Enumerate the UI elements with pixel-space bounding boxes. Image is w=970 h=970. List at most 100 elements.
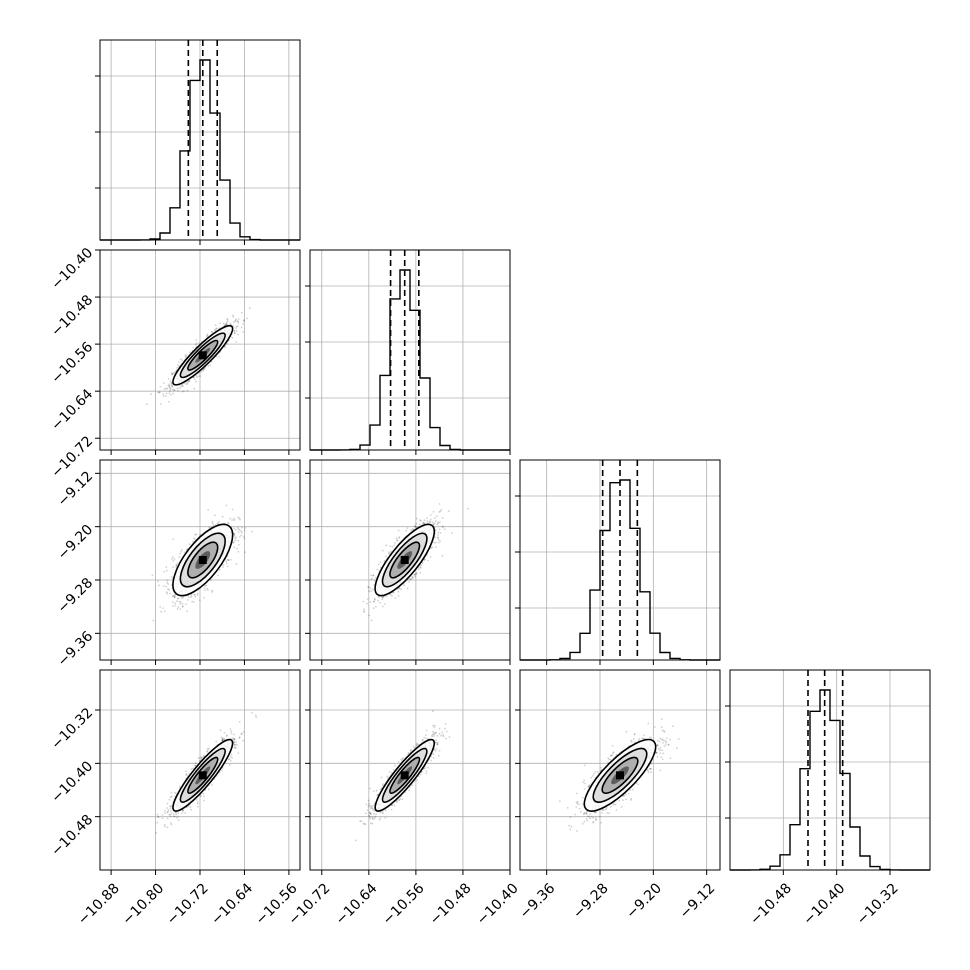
scatter-point	[447, 510, 450, 512]
scatter-point	[168, 385, 171, 388]
scatter-point	[193, 593, 196, 596]
scatter-point	[168, 390, 171, 392]
scatter-point	[434, 520, 437, 522]
density-peak	[198, 556, 207, 564]
scatter-point	[378, 563, 380, 566]
scatter-point	[226, 342, 229, 345]
scatter-point	[226, 734, 228, 737]
scatter-point	[225, 321, 228, 324]
scatter-point	[370, 619, 373, 622]
scatter-point	[414, 525, 417, 528]
scatter-point	[238, 535, 241, 538]
scatter-point	[168, 392, 171, 395]
scatter-point	[237, 320, 239, 323]
scatter-point	[231, 519, 234, 521]
scatter-point	[172, 605, 174, 607]
scatter-point	[199, 375, 201, 378]
scatter-point	[235, 563, 238, 566]
scatter-point	[166, 807, 168, 809]
scatter-point	[233, 733, 236, 736]
scatter-point	[165, 566, 168, 569]
scatter-point	[371, 577, 374, 580]
scatter-point	[233, 329, 236, 332]
scatter-point	[163, 571, 166, 573]
scatter-point	[210, 331, 213, 333]
scatter-point	[169, 388, 172, 391]
scatter-point	[233, 517, 236, 520]
scatter-point	[385, 595, 388, 598]
scatter-point	[216, 327, 218, 330]
scatter-point	[186, 383, 189, 385]
density-peak	[198, 351, 207, 360]
panel-2-2	[515, 459, 721, 665]
scatter-point	[229, 322, 232, 325]
scatter-point	[227, 522, 230, 525]
scatter-point	[226, 318, 229, 321]
scatter-point	[363, 611, 365, 613]
scatter-point	[229, 728, 232, 730]
scatter-point	[368, 614, 370, 617]
scatter-point	[227, 559, 230, 561]
scatter-point	[254, 714, 257, 717]
scatter-point	[233, 330, 236, 332]
scatter-point	[397, 590, 400, 593]
scatter-point	[232, 541, 235, 544]
scatter-point	[168, 400, 170, 403]
scatter-point	[238, 529, 241, 531]
scatter-point	[193, 538, 196, 541]
scatter-point	[415, 522, 418, 525]
scatter-point	[196, 594, 199, 596]
scatter-point	[187, 380, 190, 383]
scatter-point	[165, 387, 167, 390]
scatter-point	[218, 322, 221, 325]
scatter-point	[173, 596, 176, 598]
scatter-point	[160, 610, 163, 613]
scatter-point	[437, 541, 440, 544]
scatter-point	[173, 596, 176, 599]
scatter-point	[237, 531, 240, 534]
scatter-point	[248, 307, 251, 310]
scatter-point	[172, 538, 175, 541]
scatter-point	[409, 578, 412, 581]
scatter-point	[427, 559, 429, 562]
scatter-point	[205, 584, 208, 587]
scatter-point	[157, 580, 159, 583]
scatter-point	[206, 334, 209, 337]
scatter-point	[171, 385, 174, 387]
scatter-point	[195, 339, 198, 341]
scatter-point	[418, 523, 421, 526]
scatter-point	[169, 592, 172, 595]
scatter-point	[195, 533, 198, 536]
scatter-point	[202, 369, 205, 371]
panel-3-0	[95, 669, 301, 875]
scatter-point	[366, 598, 369, 600]
scatter-point	[177, 364, 179, 367]
scatter-point	[173, 389, 176, 392]
scatter-point	[163, 610, 166, 613]
scatter-point	[168, 385, 171, 388]
scatter-point	[233, 534, 235, 536]
scatter-point	[242, 323, 245, 325]
scatter-point	[381, 598, 384, 601]
scatter-point	[158, 584, 160, 587]
scatter-point	[181, 597, 183, 599]
panel-2-0	[95, 459, 301, 665]
scatter-point	[232, 316, 235, 318]
scatter-point	[196, 592, 199, 595]
scatter-point	[235, 327, 238, 329]
scatter-point	[188, 380, 191, 382]
scatter-point	[173, 371, 176, 374]
scatter-point	[232, 314, 234, 317]
scatter-point	[197, 757, 200, 759]
scatter-point	[214, 329, 217, 332]
scatter-point	[211, 522, 214, 525]
scatter-point	[170, 394, 172, 396]
scatter-point	[157, 816, 160, 818]
scatter-point	[225, 323, 227, 326]
scatter-point	[179, 602, 182, 605]
scatter-point	[372, 574, 375, 577]
scatter-point	[198, 342, 201, 344]
density-peak	[400, 556, 409, 564]
scatter-point	[226, 565, 229, 568]
scatter-point	[231, 336, 234, 339]
